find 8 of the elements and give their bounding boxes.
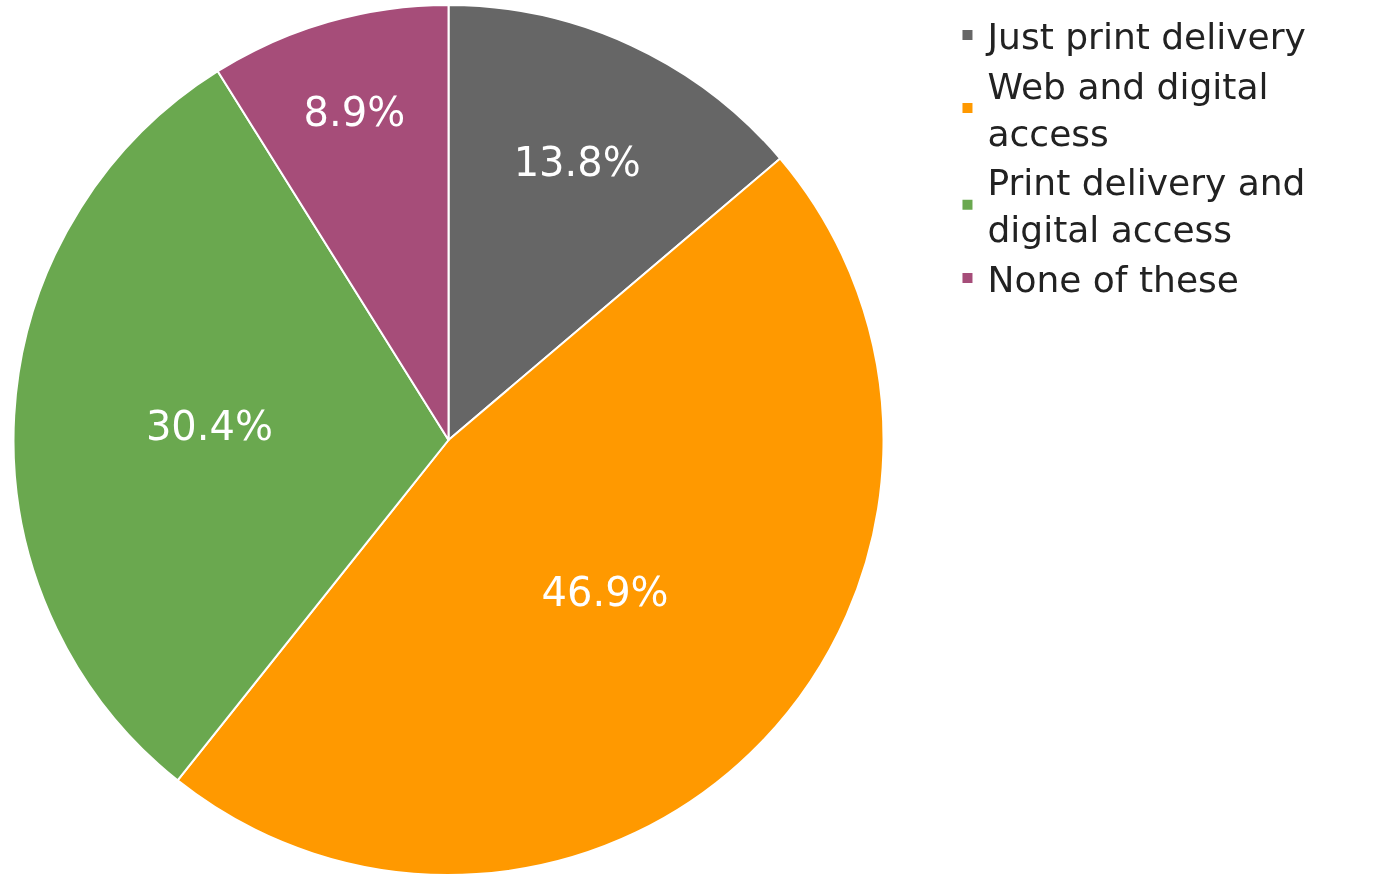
data-label: 30.4% (145, 403, 273, 450)
legend-label: None of these (987, 258, 1239, 300)
legend-label: Web and digital access (987, 65, 1269, 154)
data-label: 8.9% (303, 89, 406, 136)
data-label: 13.8% (513, 139, 641, 186)
data-label: 46.9% (541, 568, 669, 615)
legend-label: Print delivery and digital access (987, 162, 1306, 251)
legend-label: Just print delivery (985, 15, 1306, 57)
